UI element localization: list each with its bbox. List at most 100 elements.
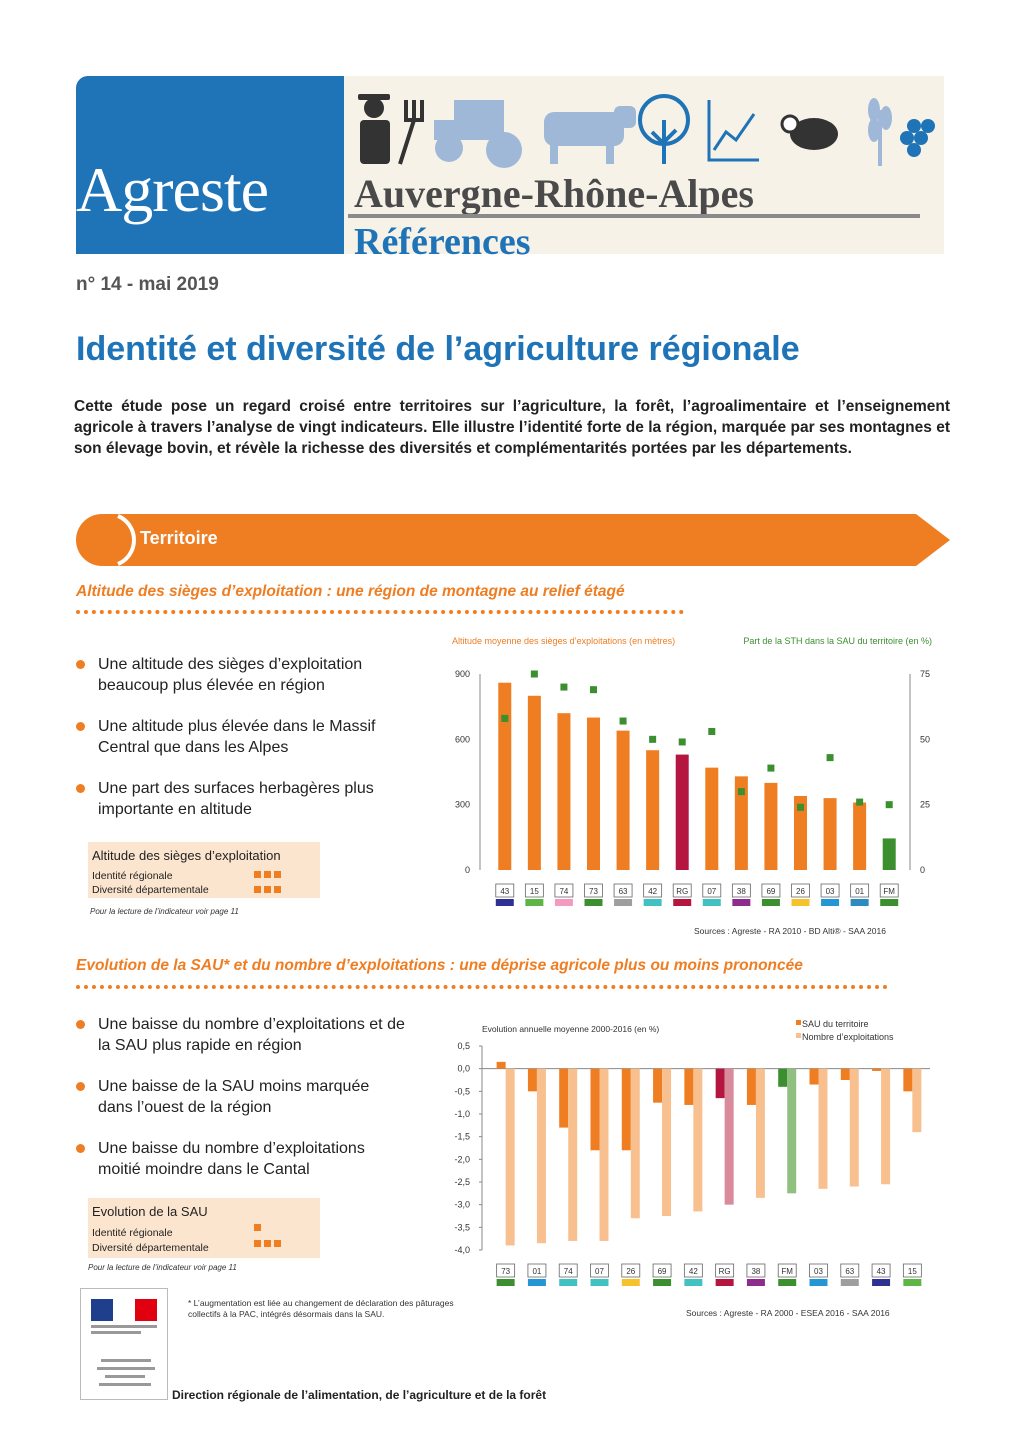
intro-paragraph: Cette étude pose un regard croisé entre … <box>74 398 950 457</box>
pitchfork-icon <box>398 100 424 165</box>
block2-source: Sources : Agreste - RA 2000 - ESEA 2016 … <box>686 1308 890 1318</box>
category-box <box>495 883 515 898</box>
legend-swatch-sau <box>796 1020 801 1025</box>
level-square-icon <box>274 1240 281 1247</box>
bar-sau <box>746 1068 756 1105</box>
level-square-icon <box>274 886 281 893</box>
category-box <box>613 883 633 898</box>
bar-exploitations <box>568 1068 578 1241</box>
bar-sau <box>496 1061 506 1069</box>
y-tick-label: -3,0 <box>454 1200 470 1210</box>
chart1-ylabel: Altitude moyenne des sièges d’exploitati… <box>452 636 675 646</box>
category-color-swatch <box>496 1279 515 1286</box>
category-color-swatch <box>840 1279 859 1286</box>
wheat-icon <box>868 98 892 166</box>
point <box>560 683 568 691</box>
point <box>767 764 775 772</box>
bar-exploitations <box>818 1068 828 1189</box>
category-box <box>746 1263 766 1278</box>
category-box <box>702 883 722 898</box>
bar-sau <box>778 1068 788 1087</box>
category-box <box>524 883 544 898</box>
agriculture-pictograms <box>358 94 935 168</box>
bar <box>734 776 748 870</box>
category-color-swatch <box>761 899 780 906</box>
category-box <box>879 883 899 898</box>
bar-sau <box>872 1068 882 1071</box>
category-color-swatch <box>554 899 573 906</box>
y-tick-label: -1,0 <box>454 1109 470 1119</box>
bar-exploitations <box>724 1068 734 1205</box>
bullet-item: Une altitude plus élevée dans le Massif … <box>76 716 406 758</box>
bullet-item: Une altitude des sièges d’exploitation b… <box>76 654 406 696</box>
indicator-title: Altitude des sièges d’exploitation <box>92 848 281 863</box>
category-color-swatch <box>850 899 869 906</box>
category-color-swatch <box>643 899 662 906</box>
ministry-logo <box>80 1288 168 1400</box>
tractor-icon <box>434 100 522 168</box>
bar <box>498 682 512 870</box>
y2-tick-label: 50 <box>920 734 930 744</box>
category-label: 03 <box>814 1267 823 1276</box>
category-box <box>558 1263 578 1278</box>
block2-subtitle: Evolution de la SAU* et du nombre d’expl… <box>76 957 803 974</box>
category-color-swatch <box>527 1279 546 1286</box>
category-box <box>672 883 692 898</box>
category-label: FM <box>781 1267 793 1276</box>
category-label: 01 <box>855 887 864 896</box>
bar-exploitations <box>881 1068 891 1185</box>
category-label: 43 <box>500 887 509 896</box>
altitude-chart: Altitude moyenne des sièges d’exploitati… <box>452 636 932 906</box>
bar <box>705 767 719 870</box>
block1-indicator-box: Altitude des sièges d’exploitation Ident… <box>88 842 320 898</box>
y-tick-label: 0,0 <box>457 1064 470 1074</box>
category-label: 74 <box>564 1267 573 1276</box>
category-box <box>643 883 663 898</box>
category-label: RG <box>676 887 688 896</box>
bar <box>527 695 541 870</box>
chart-trend-icon <box>707 100 759 162</box>
block1-subtitle: Altitude des sièges d’exploitation : une… <box>76 583 625 600</box>
bar-exploitations <box>693 1068 703 1212</box>
point <box>649 735 657 743</box>
block1-note: Pour la lecture de l’indicateur voir pag… <box>90 907 239 916</box>
category-box <box>496 1263 516 1278</box>
category-color-swatch <box>732 899 751 906</box>
point <box>501 714 509 722</box>
category-color-swatch <box>872 1279 891 1286</box>
bullet-item: Une part des surfaces herbagères plus im… <box>76 778 406 820</box>
category-color-swatch <box>684 1279 703 1286</box>
category-box <box>715 1263 735 1278</box>
indicator-row-identity: Identité régionale <box>92 1227 173 1239</box>
bar <box>587 717 600 870</box>
category-color-swatch <box>702 899 721 906</box>
section-title: Territoire <box>140 528 218 548</box>
y-tick-label: 0 <box>465 865 470 875</box>
bar-exploitations <box>599 1068 609 1241</box>
category-label: 15 <box>530 887 539 896</box>
bar-exploitations <box>912 1068 922 1133</box>
bullet-dot-icon <box>76 1144 85 1153</box>
bar-exploitations <box>787 1068 797 1194</box>
category-color-swatch <box>584 899 603 906</box>
indicator-row-diversity: Diversité départementale <box>92 1242 209 1254</box>
y-tick-label: -0,5 <box>454 1086 470 1096</box>
category-box <box>621 1263 641 1278</box>
level-square-icon <box>254 871 261 878</box>
category-label: 69 <box>658 1267 667 1276</box>
category-box <box>840 1263 860 1278</box>
block2-indicator-box: Evolution de la SAU Identité régionale D… <box>88 1198 320 1258</box>
page-title: Identité et diversité de l’agriculture r… <box>76 330 800 368</box>
category-label: 38 <box>737 887 746 896</box>
bar-exploitations <box>662 1068 672 1216</box>
bar-exploitations <box>630 1068 640 1219</box>
category-box <box>871 1263 891 1278</box>
y-tick-label: -1,5 <box>454 1132 470 1142</box>
bar-sau <box>903 1068 913 1092</box>
grapes-icon <box>900 119 935 157</box>
category-label: 01 <box>532 1267 541 1276</box>
category-color-swatch <box>590 1279 609 1286</box>
category-color-swatch <box>791 899 810 906</box>
category-box <box>809 1263 828 1278</box>
bar <box>823 798 837 870</box>
